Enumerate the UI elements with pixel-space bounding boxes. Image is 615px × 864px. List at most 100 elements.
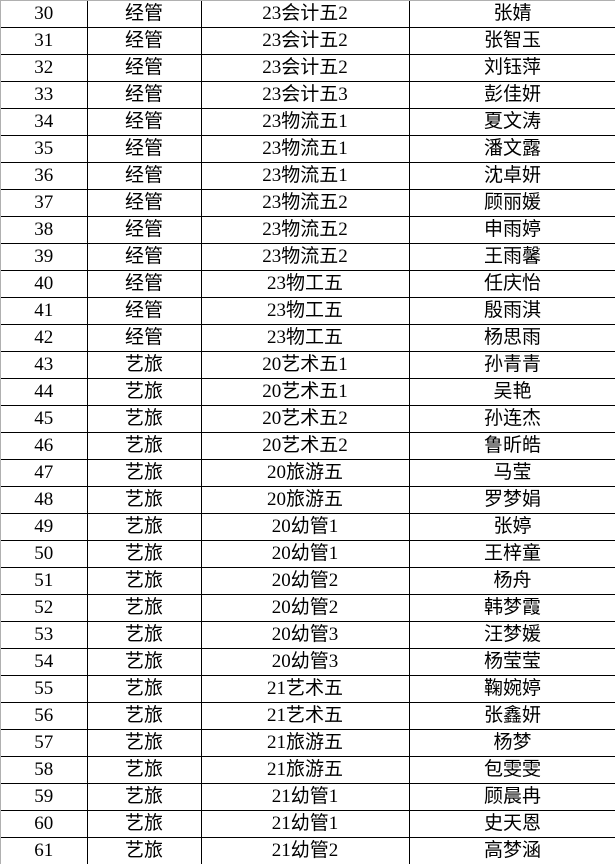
student-name-cell[interactable]: 彭佳妍 [408,81,615,109]
class-cell[interactable]: 23物流五2 [200,216,410,244]
row-number-cell[interactable]: 61 [1,837,88,864]
student-name-cell[interactable]: 杨莹莹 [408,648,615,676]
student-name-cell[interactable]: 顾晨冉 [408,783,615,811]
row-number-cell[interactable]: 39 [1,243,88,271]
class-cell[interactable]: 21旅游五 [200,756,410,784]
class-cell[interactable]: 23会计五3 [200,81,410,109]
student-name-cell[interactable]: 史天恩 [408,810,615,838]
class-cell[interactable]: 21幼管1 [200,810,410,838]
row-number-cell[interactable]: 50 [1,540,88,568]
department-cell[interactable]: 经管 [86,216,202,244]
student-name-cell[interactable]: 张婷 [408,513,615,541]
department-cell[interactable]: 艺旅 [86,594,202,622]
class-cell[interactable]: 21幼管1 [200,783,410,811]
department-cell[interactable]: 艺旅 [86,351,202,379]
class-cell[interactable]: 20旅游五 [200,486,410,514]
department-cell[interactable]: 经管 [86,297,202,325]
row-number-cell[interactable]: 56 [1,702,88,730]
student-name-cell[interactable]: 申雨婷 [408,216,615,244]
class-cell[interactable]: 23物流五1 [200,135,410,163]
student-name-cell[interactable]: 任庆怡 [408,270,615,298]
department-cell[interactable]: 艺旅 [86,540,202,568]
row-number-cell[interactable]: 55 [1,675,88,703]
department-cell[interactable]: 艺旅 [86,675,202,703]
student-name-cell[interactable]: 杨梦 [408,729,615,757]
student-name-cell[interactable]: 潘文露 [408,135,615,163]
department-cell[interactable]: 艺旅 [86,459,202,487]
department-cell[interactable]: 艺旅 [86,729,202,757]
class-cell[interactable]: 23会计五2 [200,27,410,55]
class-cell[interactable]: 20旅游五 [200,459,410,487]
row-number-cell[interactable]: 38 [1,216,88,244]
student-name-cell[interactable]: 孙连杰 [408,405,615,433]
department-cell[interactable]: 艺旅 [86,837,202,864]
class-cell[interactable]: 23物工五 [200,270,410,298]
row-number-cell[interactable]: 33 [1,81,88,109]
row-number-cell[interactable]: 36 [1,162,88,190]
department-cell[interactable]: 经管 [86,54,202,82]
class-cell[interactable]: 23物工五 [200,324,410,352]
student-name-cell[interactable]: 吴艳 [408,378,615,406]
class-cell[interactable]: 20幼管1 [200,513,410,541]
class-cell[interactable]: 23物流五2 [200,189,410,217]
student-name-cell[interactable]: 罗梦娟 [408,486,615,514]
row-number-cell[interactable]: 57 [1,729,88,757]
row-number-cell[interactable]: 30 [1,1,88,28]
class-cell[interactable]: 20艺术五2 [200,405,410,433]
row-number-cell[interactable]: 52 [1,594,88,622]
department-cell[interactable]: 经管 [86,108,202,136]
department-cell[interactable]: 艺旅 [86,405,202,433]
department-cell[interactable]: 经管 [86,243,202,271]
class-cell[interactable]: 20幼管2 [200,594,410,622]
row-number-cell[interactable]: 45 [1,405,88,433]
student-name-cell[interactable]: 杨思雨 [408,324,615,352]
student-name-cell[interactable]: 孙青青 [408,351,615,379]
department-cell[interactable]: 经管 [86,189,202,217]
student-name-cell[interactable]: 王梓童 [408,540,615,568]
department-cell[interactable]: 艺旅 [86,378,202,406]
class-cell[interactable]: 20艺术五2 [200,432,410,460]
class-cell[interactable]: 20幼管3 [200,621,410,649]
department-cell[interactable]: 经管 [86,135,202,163]
student-name-cell[interactable]: 张鑫妍 [408,702,615,730]
department-cell[interactable]: 艺旅 [86,486,202,514]
student-name-cell[interactable]: 杨舟 [408,567,615,595]
student-name-cell[interactable]: 殷雨淇 [408,297,615,325]
row-number-cell[interactable]: 44 [1,378,88,406]
student-name-cell[interactable]: 鞠婉婷 [408,675,615,703]
department-cell[interactable]: 经管 [86,27,202,55]
class-cell[interactable]: 21幼管2 [200,837,410,864]
student-name-cell[interactable]: 顾丽媛 [408,189,615,217]
row-number-cell[interactable]: 41 [1,297,88,325]
student-name-cell[interactable]: 王雨馨 [408,243,615,271]
class-cell[interactable]: 20幼管1 [200,540,410,568]
class-cell[interactable]: 20艺术五1 [200,351,410,379]
class-cell[interactable]: 21艺术五 [200,675,410,703]
department-cell[interactable]: 经管 [86,162,202,190]
row-number-cell[interactable]: 34 [1,108,88,136]
row-number-cell[interactable]: 43 [1,351,88,379]
student-name-cell[interactable]: 马莹 [408,459,615,487]
class-cell[interactable]: 23会计五2 [200,54,410,82]
student-name-cell[interactable]: 高梦涵 [408,837,615,864]
department-cell[interactable]: 经管 [86,324,202,352]
department-cell[interactable]: 经管 [86,270,202,298]
class-cell[interactable]: 20幼管3 [200,648,410,676]
row-number-cell[interactable]: 42 [1,324,88,352]
class-cell[interactable]: 23物流五1 [200,108,410,136]
class-cell[interactable]: 21旅游五 [200,729,410,757]
department-cell[interactable]: 艺旅 [86,810,202,838]
department-cell[interactable]: 经管 [86,81,202,109]
department-cell[interactable]: 艺旅 [86,648,202,676]
class-cell[interactable]: 20幼管2 [200,567,410,595]
row-number-cell[interactable]: 49 [1,513,88,541]
row-number-cell[interactable]: 48 [1,486,88,514]
row-number-cell[interactable]: 58 [1,756,88,784]
student-name-cell[interactable]: 汪梦媛 [408,621,615,649]
student-name-cell[interactable]: 张婧 [408,1,615,28]
row-number-cell[interactable]: 31 [1,27,88,55]
student-name-cell[interactable]: 刘钰萍 [408,54,615,82]
row-number-cell[interactable]: 35 [1,135,88,163]
row-number-cell[interactable]: 46 [1,432,88,460]
row-number-cell[interactable]: 32 [1,54,88,82]
